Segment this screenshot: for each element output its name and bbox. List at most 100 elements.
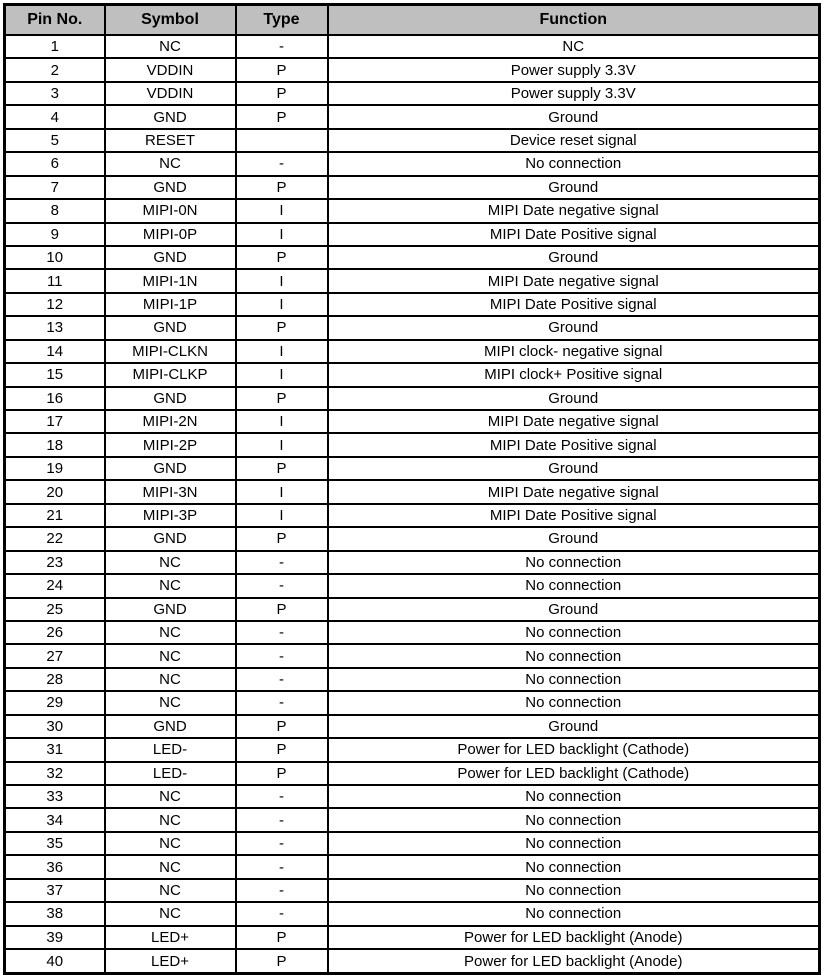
table-row: 39 LED+ P Power for LED backlight (Anode) [3, 924, 821, 951]
cell-pin: 35 [3, 830, 106, 857]
cell-pin: 18 [3, 432, 106, 458]
cell-type: P [234, 526, 329, 552]
cell-function: Ground [326, 244, 821, 271]
cell-type: - [234, 643, 329, 669]
cell-pin: 25 [3, 596, 106, 622]
table-row: 31 LED- P Power for LED backlight (Cathode) [3, 737, 821, 763]
cell-type: - [234, 783, 329, 810]
cell-pin: 19 [3, 455, 106, 482]
cell-symbol: NC [103, 33, 237, 60]
cell-function: Ground [326, 174, 821, 201]
cell-function: Ground [326, 596, 821, 622]
cell-pin: 36 [3, 854, 106, 880]
cell-pin: 10 [3, 244, 106, 271]
table-row: 27 NC - No connection [3, 643, 821, 669]
cell-pin: 39 [3, 924, 106, 951]
table-row: 10 GND P Ground [3, 244, 821, 271]
table-row: 19 GND P Ground [3, 455, 821, 482]
cell-pin: 15 [3, 362, 106, 388]
cell-type: - [234, 151, 329, 177]
cell-pin: 21 [3, 502, 106, 529]
cell-pin: 40 [3, 948, 106, 975]
cell-pin: 32 [3, 760, 106, 787]
cell-function: Ground [326, 526, 821, 552]
cell-symbol: MIPI-2P [103, 432, 237, 458]
cell-function: MIPI Date Positive signal [326, 502, 821, 529]
cell-function: No connection [326, 643, 821, 669]
cell-pin: 30 [3, 713, 106, 740]
cell-pin: 11 [3, 268, 106, 294]
cell-symbol: GND [103, 596, 237, 622]
cell-pin: 16 [3, 385, 106, 412]
table-row: 20 MIPI-3N I MIPI Date negative signal [3, 479, 821, 505]
cell-type: P [234, 713, 329, 740]
cell-pin: 28 [3, 666, 106, 693]
table-row: 3 VDDIN P Power supply 3.3V [3, 80, 821, 107]
cell-symbol: MIPI-3P [103, 502, 237, 529]
cell-function: No connection [326, 854, 821, 880]
table-row: 22 GND P Ground [3, 526, 821, 552]
cell-symbol: LED+ [103, 948, 237, 975]
cell-symbol: GND [103, 244, 237, 271]
table-row: 24 NC - No connection [3, 573, 821, 599]
cell-symbol: MIPI-CLKN [103, 338, 237, 365]
cell-type: P [234, 760, 329, 787]
cell-function: Power for LED backlight (Cathode) [326, 737, 821, 763]
cell-pin: 29 [3, 690, 106, 716]
table-row: 7 GND P Ground [3, 174, 821, 201]
cell-type: I [234, 198, 329, 224]
table-row: 29 NC - No connection [3, 690, 821, 716]
cell-symbol: GND [103, 104, 237, 130]
cell-type: P [234, 948, 329, 975]
cell-symbol: NC [103, 573, 237, 599]
cell-function: Power supply 3.3V [326, 80, 821, 107]
cell-pin: 38 [3, 901, 106, 927]
cell-type: I [234, 221, 329, 247]
cell-symbol: NC [103, 549, 237, 576]
cell-function: No connection [326, 901, 821, 927]
cell-type: P [234, 737, 329, 763]
cell-pin: 37 [3, 877, 106, 904]
table-row: 36 NC - No connection [3, 854, 821, 880]
cell-symbol: NC [103, 807, 237, 833]
cell-symbol: NC [103, 690, 237, 716]
cell-function: Ground [326, 455, 821, 482]
cell-type: P [234, 174, 329, 201]
cell-function: MIPI Date negative signal [326, 198, 821, 224]
cell-symbol: NC [103, 830, 237, 857]
table-row: 5 RESET Device reset signal [3, 127, 821, 154]
cell-pin: 22 [3, 526, 106, 552]
cell-type: - [234, 830, 329, 857]
table-row: 21 MIPI-3P I MIPI Date Positive signal [3, 502, 821, 529]
cell-type: I [234, 432, 329, 458]
table-row: 28 NC - No connection [3, 666, 821, 693]
cell-function: MIPI Date Positive signal [326, 221, 821, 247]
cell-function: Power for LED backlight (Anode) [326, 924, 821, 951]
cell-symbol: NC [103, 877, 237, 904]
cell-function: Device reset signal [326, 127, 821, 154]
cell-function: MIPI Date negative signal [326, 479, 821, 505]
table-row: 32 LED- P Power for LED backlight (Cathode) [3, 760, 821, 787]
cell-pin: 8 [3, 198, 106, 224]
table-row: 13 GND P Ground [3, 315, 821, 341]
table-row: 17 MIPI-2N I MIPI Date negative signal [3, 408, 821, 435]
cell-symbol: NC [103, 783, 237, 810]
cell-symbol: GND [103, 713, 237, 740]
table-row: 1 NC - NC [3, 33, 821, 60]
cell-symbol: GND [103, 385, 237, 412]
cell-function: No connection [326, 807, 821, 833]
cell-type: - [234, 549, 329, 576]
cell-symbol: MIPI-3N [103, 479, 237, 505]
cell-type: P [234, 80, 329, 107]
table-row: 23 NC - No connection [3, 549, 821, 576]
cell-symbol: VDDIN [103, 80, 237, 107]
cell-symbol: LED- [103, 760, 237, 787]
cell-function: Ground [326, 385, 821, 412]
cell-function: No connection [326, 783, 821, 810]
cell-symbol: NC [103, 151, 237, 177]
column-header-symbol: Symbol [103, 3, 237, 36]
table-row: 4 GND P Ground [3, 104, 821, 130]
cell-symbol: MIPI-1P [103, 291, 237, 318]
cell-type: P [234, 455, 329, 482]
cell-type: P [234, 104, 329, 130]
